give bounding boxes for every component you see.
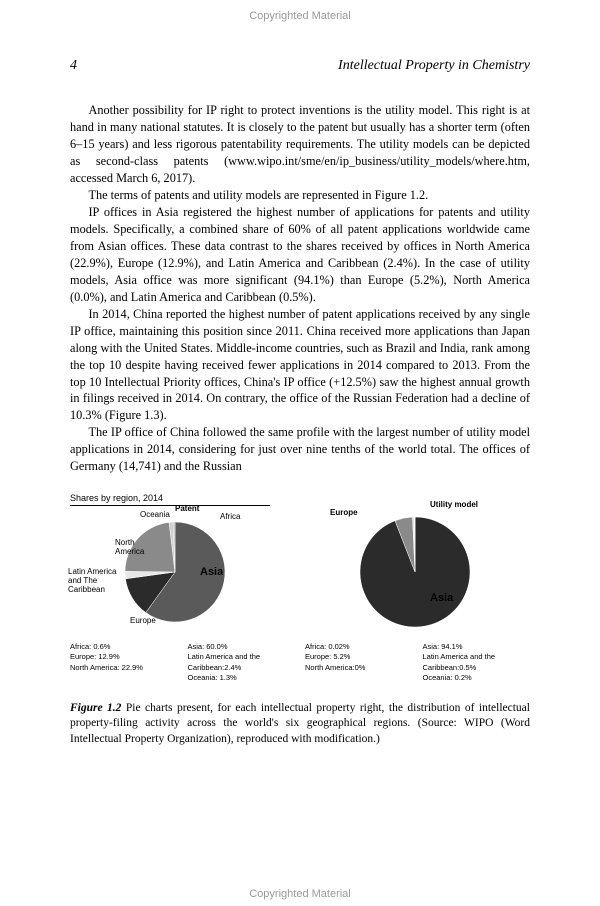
pie-utility-wrap: EuropeUtility modelAsia: [310, 512, 520, 632]
legend-row: Africa: 0.6%Europe: 12.9%North America: …: [70, 642, 530, 683]
legend-line: Latin America and the Caribbean:2.4%: [188, 652, 296, 672]
legend-line: Africa: 0.6%: [70, 642, 178, 652]
pie-slice-label: Asia: [430, 592, 453, 604]
paragraph: In 2014, China reported the highest numb…: [70, 306, 530, 425]
pie-slice-label: Europe: [330, 508, 358, 517]
running-header: 4 Intellectual Property in Chemistry: [70, 58, 530, 74]
legend-line: Asia: 60.0%: [188, 642, 296, 652]
legend-line: Latin America and the Caribbean:0.5%: [423, 652, 531, 672]
pie-slice-label: Asia: [200, 566, 223, 578]
chart-section-title: Shares by region, 2014: [70, 493, 270, 506]
legend-line: Oceania: 0.2%: [423, 673, 531, 683]
paragraph: IP offices in Asia registered the highes…: [70, 204, 530, 306]
page-number: 4: [70, 58, 77, 74]
legend-line: North America:0%: [305, 663, 413, 673]
legend-line: Africa: 0.02%: [305, 642, 413, 652]
pie-row: OceaniaPatentAfricaNorth AmericaLatin Am…: [70, 512, 530, 632]
pie-slice-label: Latin America and The Caribbean: [68, 567, 132, 594]
figure-caption: Figure 1.2 Pie charts present, for each …: [70, 701, 530, 748]
legend-col: Africa: 0.6%Europe: 12.9%North America: …: [70, 642, 178, 683]
figure-block: Shares by region, 2014 Oceania Patent Afri…: [70, 493, 530, 747]
pie-slice-label: Patent: [175, 504, 199, 513]
paragraph: Another possibility for IP right to prot…: [70, 102, 530, 187]
pie-slice-label: North America: [115, 538, 155, 556]
pie-chart: [310, 512, 520, 632]
legend-col: Africa: 0.02%Europe: 5.2%North America:0…: [305, 642, 413, 683]
figure-caption-text: Pie charts present, for each intellectua…: [70, 702, 530, 745]
figure-number: Figure 1.2: [70, 702, 121, 714]
legend-line: Oceania: 1.3%: [188, 673, 296, 683]
paragraph: The terms of patents and utility models …: [70, 187, 530, 204]
page: 4 Intellectual Property in Chemistry Ano…: [0, 0, 600, 906]
book-title: Intellectual Property in Chemistry: [338, 58, 530, 74]
body-text: Another possibility for IP right to prot…: [70, 102, 530, 475]
pie-slice-label: Africa: [220, 512, 240, 521]
legend-line: North America: 22.9%: [70, 663, 178, 673]
legend-line: Europe: 5.2%: [305, 652, 413, 662]
legend-line: Europe: 12.9%: [70, 652, 178, 662]
legend-line: Asia: 94.1%: [423, 642, 531, 652]
paragraph: The IP office of China followed the same…: [70, 424, 530, 475]
pie-slice-label: Utility model: [430, 500, 478, 509]
legend-col: Asia: 60.0%Latin America and the Caribbe…: [188, 642, 296, 683]
pie-patent-wrap: OceaniaPatentAfricaNorth AmericaLatin Am…: [70, 512, 280, 632]
legend-col: Asia: 94.1%Latin America and the Caribbe…: [423, 642, 531, 683]
pie-slice-label: Europe: [130, 616, 156, 625]
pie-slice-label: Oceania: [140, 510, 170, 519]
